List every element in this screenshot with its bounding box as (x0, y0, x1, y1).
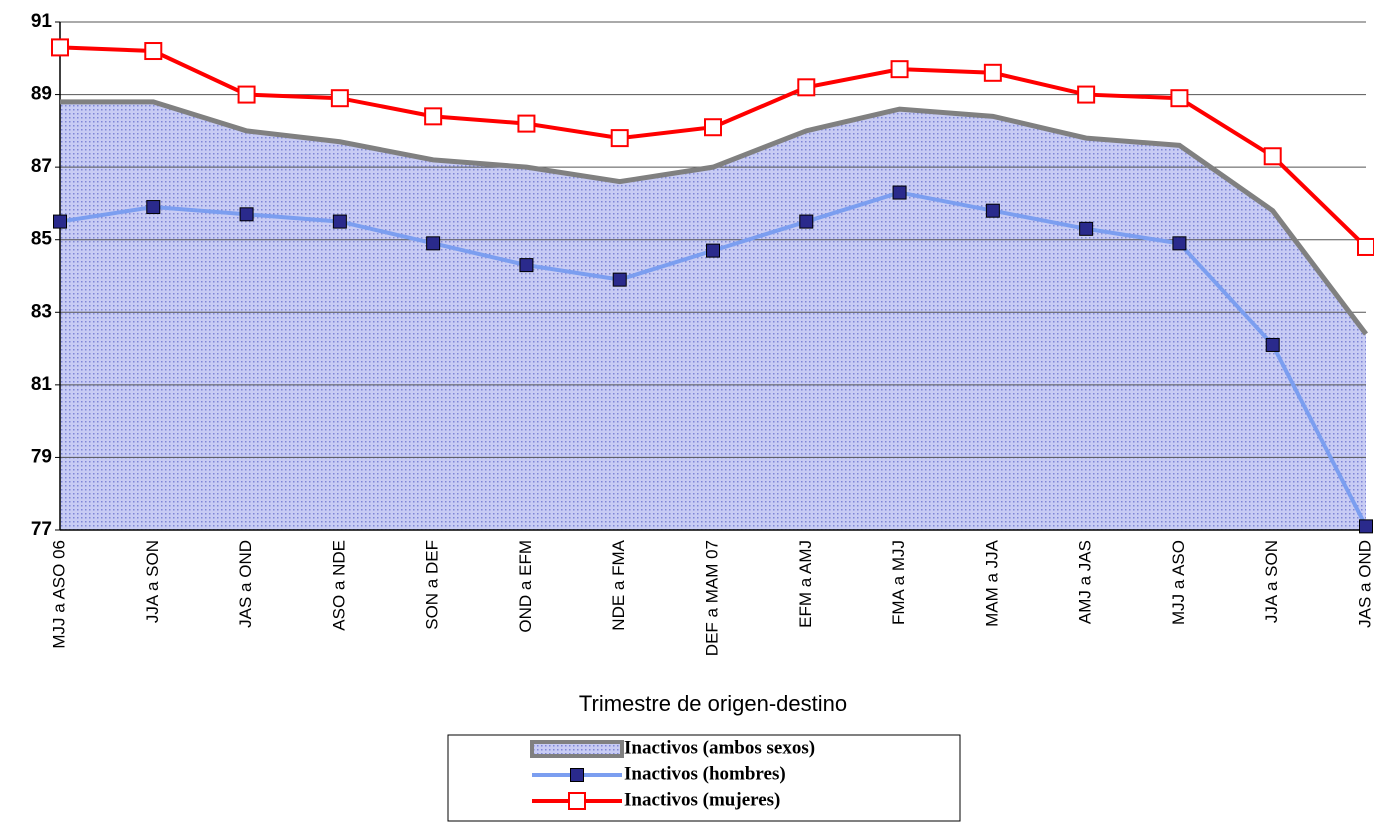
x-tick-label: NDE a FMA (609, 539, 628, 630)
marker (332, 214, 347, 229)
marker (144, 42, 163, 61)
x-tick-label: AMJ a JAS (1076, 540, 1095, 624)
marker (53, 214, 67, 229)
legend-marker (568, 792, 586, 810)
marker (239, 207, 254, 222)
x-tick-label: MJJ a ASO 06 (49, 540, 68, 649)
y-tick-label: 79 (31, 446, 52, 467)
y-tick-label: 83 (31, 301, 52, 322)
y-tick-label: 77 (31, 519, 52, 540)
x-axis-title: Trimestre de origen-destino (579, 691, 847, 716)
y-tick-label: 87 (31, 156, 52, 177)
marker (426, 236, 441, 251)
marker (706, 243, 720, 258)
marker (1359, 519, 1373, 534)
legend-marker (570, 768, 584, 782)
x-tick-label: JAS a OND (236, 540, 255, 628)
marker (983, 63, 1002, 82)
y-tick-label: 85 (31, 229, 53, 250)
x-tick-label: SON a DEF (423, 540, 442, 630)
marker (890, 60, 909, 79)
area (60, 101, 1366, 530)
marker (1263, 147, 1282, 166)
marker (51, 38, 69, 57)
marker (1172, 236, 1187, 251)
marker (517, 114, 536, 133)
area-line (60, 99, 1368, 336)
legend-label: Inactivos (mujeres) (624, 789, 780, 810)
marker (985, 203, 1000, 218)
marker (424, 107, 443, 126)
marker (1077, 85, 1096, 104)
x-tick-label: JAS a OND (1355, 540, 1374, 628)
x-tick-label: FMA a MJJ (889, 540, 908, 625)
marker (799, 214, 814, 229)
x-tick-label: ASO a NDE (329, 540, 348, 631)
marker (612, 272, 627, 287)
marker (1265, 337, 1280, 352)
marker (1079, 221, 1094, 236)
x-tick-label: MAM a JJA (982, 539, 1001, 627)
marker (519, 258, 534, 273)
y-tick-label: 91 (31, 11, 53, 32)
marker (1170, 89, 1189, 108)
y-tick-label: 89 (31, 84, 52, 105)
marker (610, 129, 629, 148)
marker (892, 185, 907, 200)
x-tick-label: MJJ a ASO (1169, 540, 1188, 625)
x-tick-label: DEF a MAM 07 (702, 540, 721, 656)
marker (704, 118, 722, 137)
y-tick-label: 81 (31, 374, 53, 395)
legend-label: Inactivos (hombres) (624, 763, 786, 784)
marker (237, 85, 256, 104)
x-tick-label: EFM a AMJ (796, 540, 815, 628)
legend-label: Inactivos (ambos sexos) (624, 737, 815, 758)
x-tick-label: OND a EFM (516, 540, 535, 633)
x-tick-label: JJA a SON (143, 540, 162, 623)
marker (330, 89, 349, 108)
marker (797, 78, 816, 97)
legend-swatch (530, 740, 624, 758)
marker (1357, 237, 1374, 256)
x-tick-label: JJA a SON (1262, 540, 1281, 623)
marker (146, 200, 161, 215)
